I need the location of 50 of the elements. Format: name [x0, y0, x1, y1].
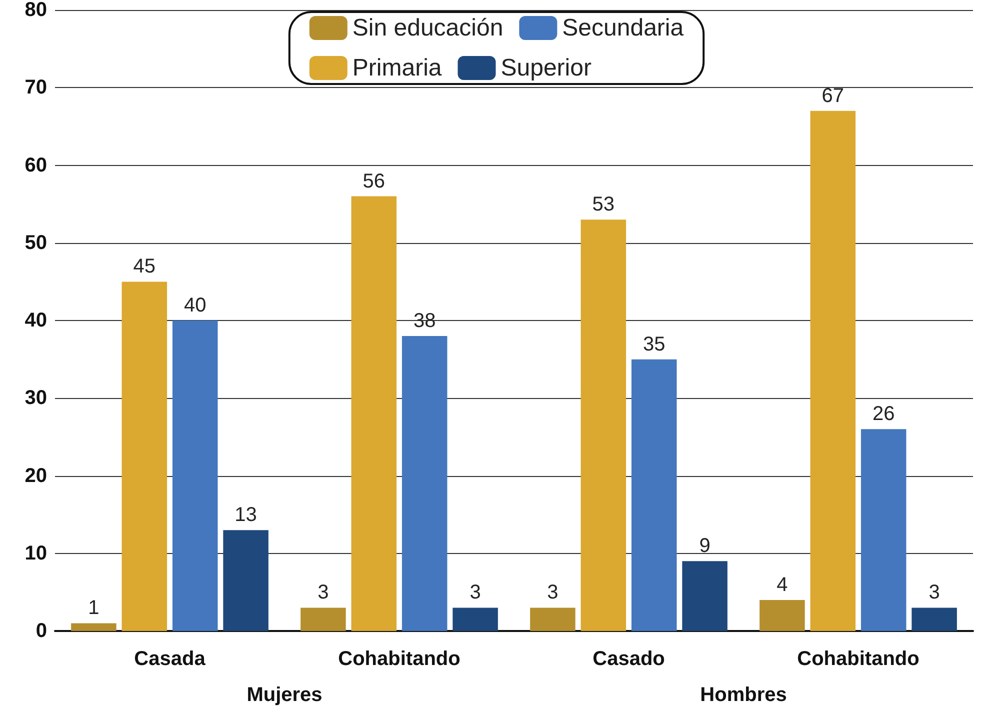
bar	[172, 320, 218, 631]
bar	[760, 600, 805, 631]
data-label: 53	[592, 194, 615, 216]
y-tick-label: 20	[24, 464, 47, 487]
data-label: 1	[88, 597, 100, 620]
bar	[530, 608, 576, 631]
y-tick-label: 30	[24, 387, 47, 410]
data-label: 3	[318, 582, 329, 604]
data-label: 9	[699, 535, 710, 558]
bar	[300, 608, 346, 631]
y-tick-label: 10	[24, 542, 47, 564]
data-label: 67	[822, 84, 844, 107]
data-label: 56	[362, 170, 386, 192]
data-label: 40	[184, 294, 206, 316]
y-tick-label: 40	[24, 310, 47, 332]
data-label: 13	[234, 504, 257, 526]
bar	[71, 623, 116, 631]
bar	[122, 282, 168, 631]
x-tick-label: Cohabitando	[797, 648, 920, 670]
x-tick-label: Casado	[592, 648, 665, 670]
data-label: 3	[547, 582, 558, 604]
data-label: 4	[776, 574, 788, 596]
bar	[860, 429, 906, 631]
bar	[682, 561, 728, 631]
text: Hombres	[700, 684, 787, 706]
data-label: 35	[642, 333, 666, 356]
legend-label: Primaria	[352, 54, 442, 82]
bar	[402, 336, 448, 631]
bar	[351, 196, 397, 631]
bar	[912, 608, 957, 631]
text: Mujeres	[246, 684, 322, 706]
data-label: 3	[470, 582, 481, 604]
bar	[631, 359, 677, 631]
data-label: 45	[133, 256, 156, 278]
x-tick-label: Cohabitando	[338, 648, 460, 670]
bar	[810, 110, 856, 631]
legend-label: Superior	[500, 54, 592, 82]
x-tick-label: Casada	[134, 648, 206, 670]
bar	[223, 530, 268, 631]
y-tick-label: 0	[36, 620, 47, 642]
data-label: 26	[872, 403, 895, 426]
legend-label: Sin educación	[352, 14, 504, 42]
y-tick-label: 70	[24, 76, 47, 99]
bar	[580, 220, 626, 631]
y-tick-label: 60	[24, 154, 47, 176]
y-tick-label: 80	[24, 0, 47, 21]
y-tick-label: 50	[24, 232, 47, 254]
data-label: 3	[928, 582, 940, 604]
legend-label: Secundaria	[562, 14, 684, 42]
bar	[452, 608, 498, 631]
